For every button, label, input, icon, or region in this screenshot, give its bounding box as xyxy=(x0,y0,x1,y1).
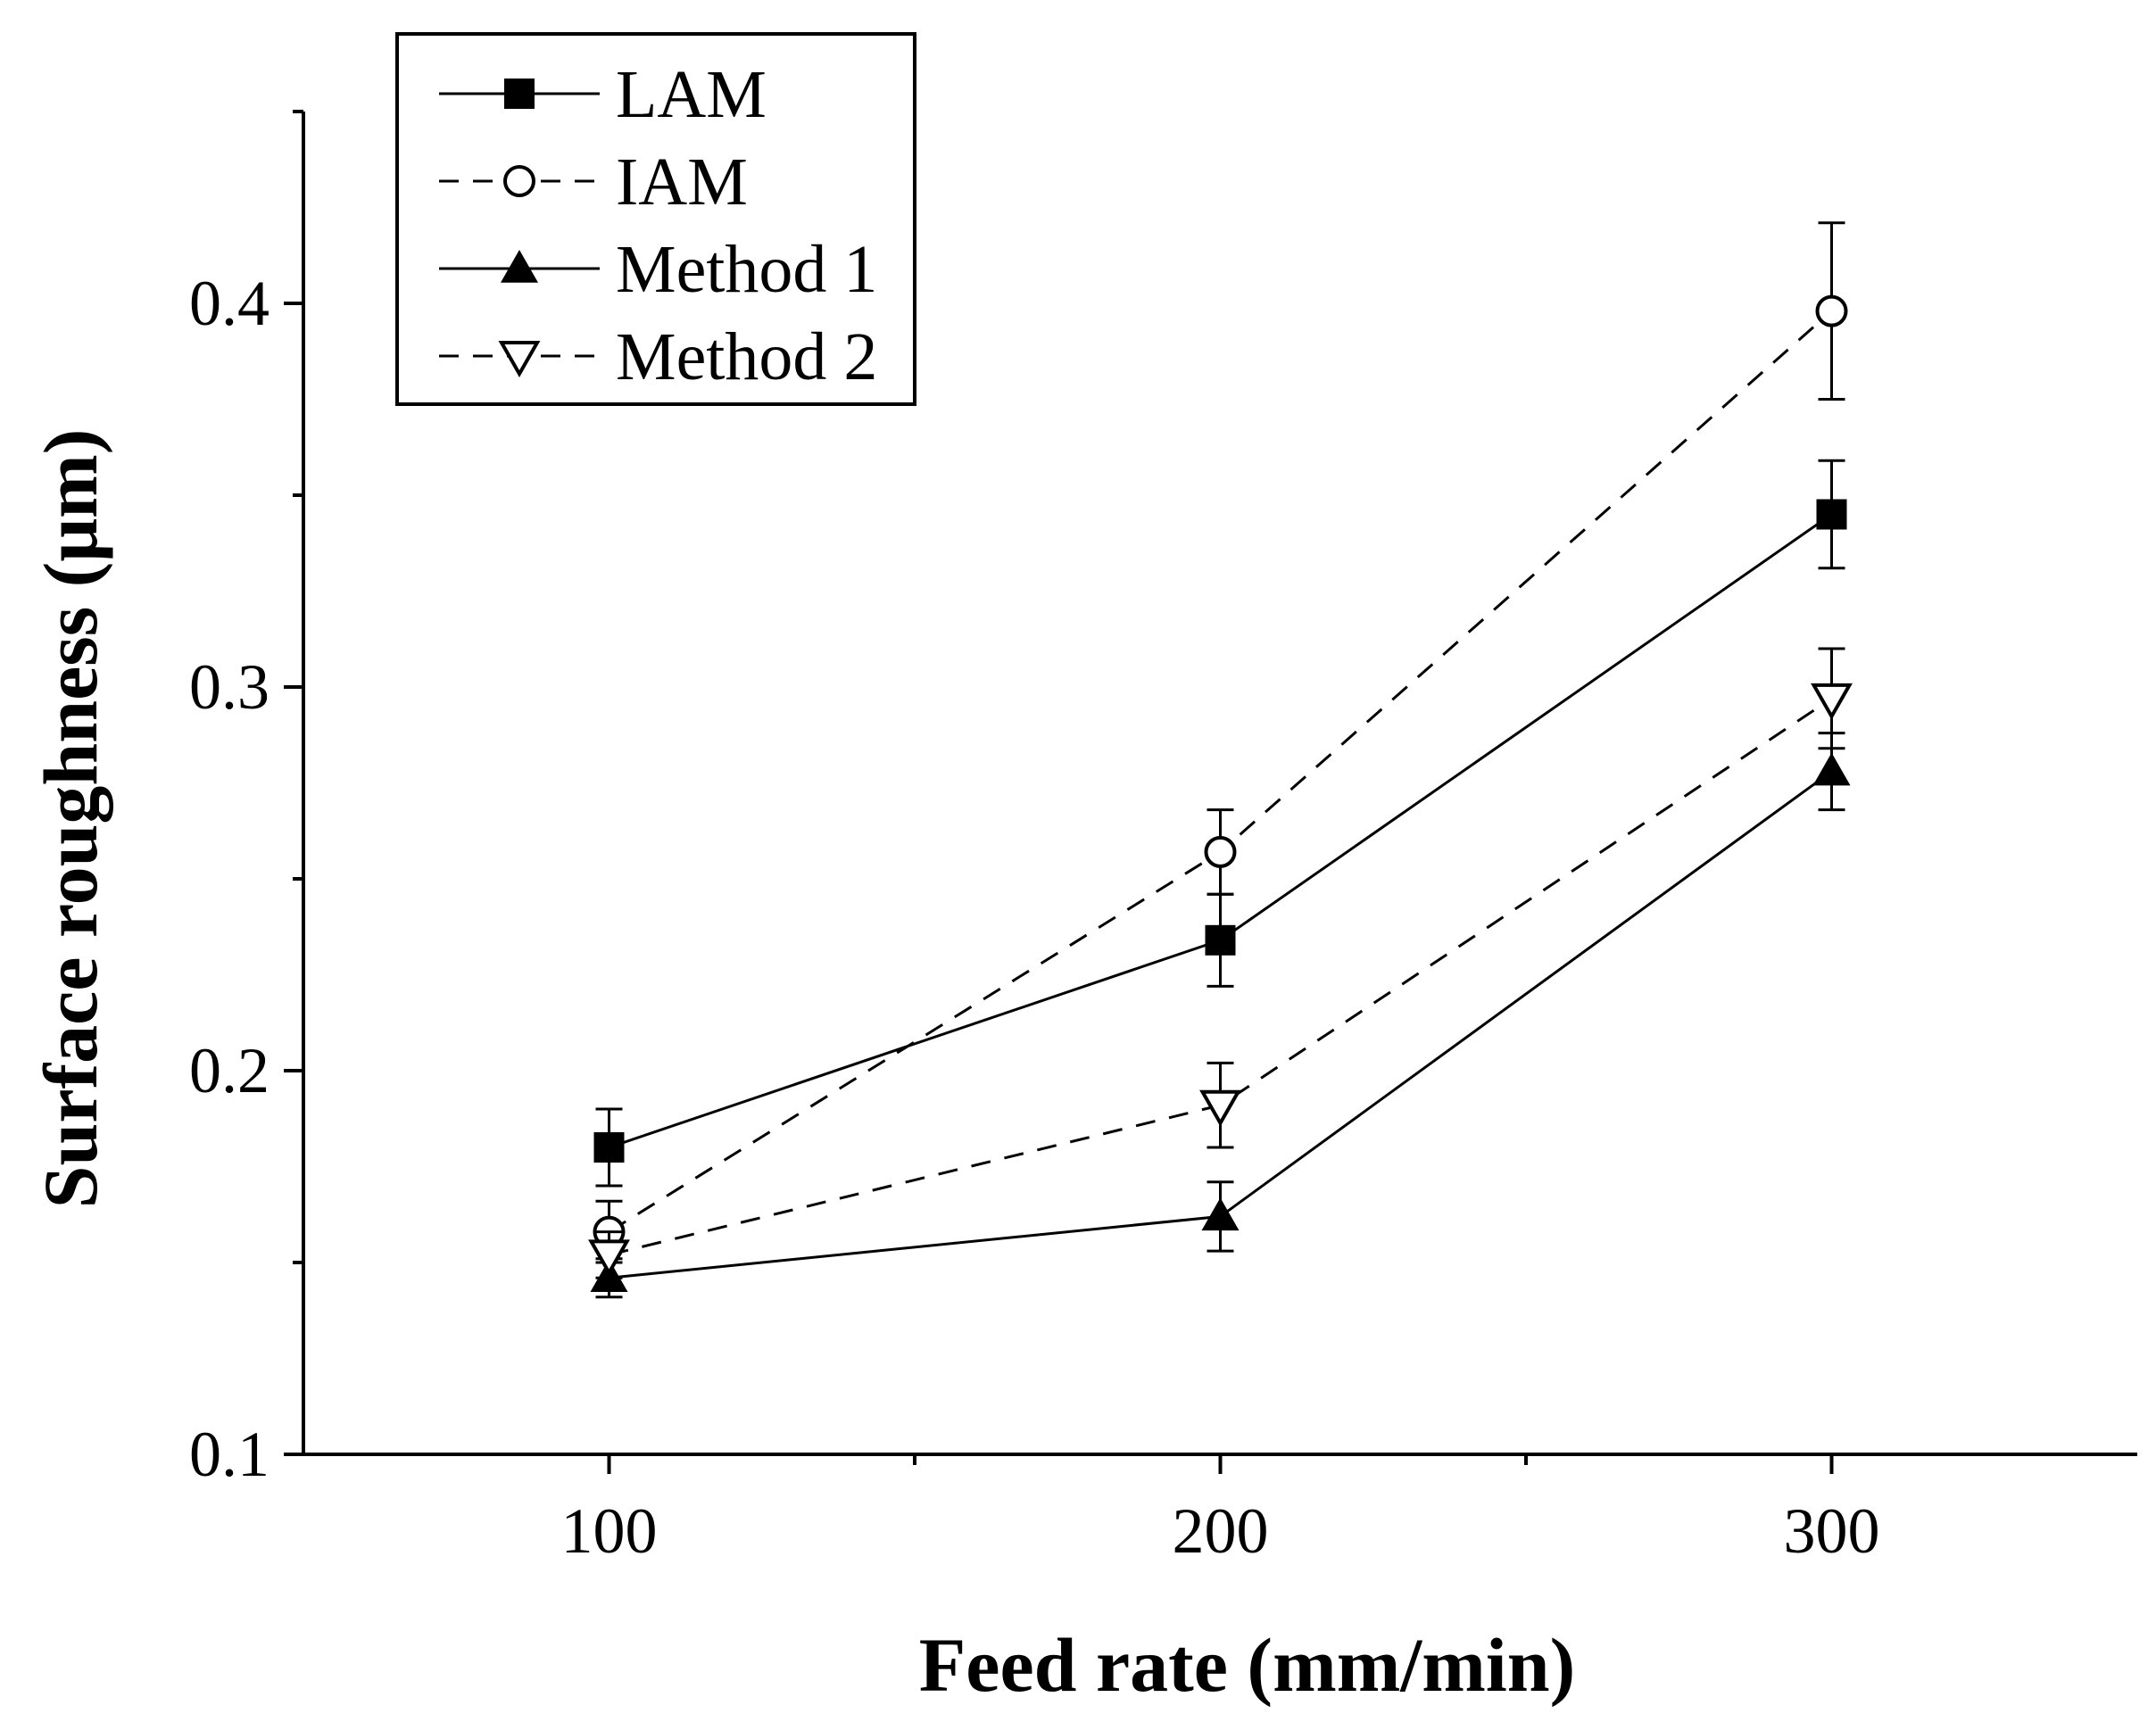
data-point-lam xyxy=(593,1132,625,1163)
legend-marker-lam xyxy=(504,79,535,109)
axes: 0.1 0.2 0.3 0.4 100 200 300 xyxy=(189,110,2137,1567)
data-point-method-2 xyxy=(1811,683,1853,720)
legend-label-method-2: Method 2 xyxy=(616,319,877,394)
data-point-lam xyxy=(1816,499,1847,530)
data-point-lam xyxy=(1205,924,1236,956)
data-point-iam xyxy=(1204,835,1237,868)
legend-label-method-1: Method 1 xyxy=(616,232,877,307)
legend-label-lam: LAM xyxy=(616,57,767,132)
x-axis-title: Feed rate (mm/min) xyxy=(919,1622,1576,1708)
legend-marker-iam xyxy=(503,165,535,197)
legend: LAM IAM Method 1 Method 2 xyxy=(395,32,916,406)
x-tick-label: 300 xyxy=(1784,1495,1880,1567)
y-tick-label: 0.3 xyxy=(189,651,270,723)
data-point-iam xyxy=(1815,294,1848,327)
x-tick-label: 200 xyxy=(1173,1495,1269,1567)
y-tick-label: 0.4 xyxy=(189,268,270,339)
data-point-method-1 xyxy=(1812,752,1851,786)
legend-label-iam: IAM xyxy=(616,145,748,219)
data-point-method-1 xyxy=(1201,1197,1240,1231)
legend-marker-method-2 xyxy=(498,341,541,378)
data-point-method-2 xyxy=(588,1239,630,1277)
y-axis-title: Surface roughness (μm) xyxy=(28,429,113,1209)
series-iam xyxy=(593,221,1848,1264)
series-lam xyxy=(593,459,1847,1188)
series-layer xyxy=(588,221,1853,1299)
legend-marker-method-1 xyxy=(501,250,538,283)
legend-box xyxy=(395,32,916,406)
y-tick-label: 0.2 xyxy=(189,1035,270,1106)
data-point-method-2 xyxy=(1199,1089,1241,1127)
x-tick-label: 100 xyxy=(561,1495,658,1567)
y-tick-label: 0.1 xyxy=(189,1419,270,1490)
series-method-2 xyxy=(588,647,1853,1279)
